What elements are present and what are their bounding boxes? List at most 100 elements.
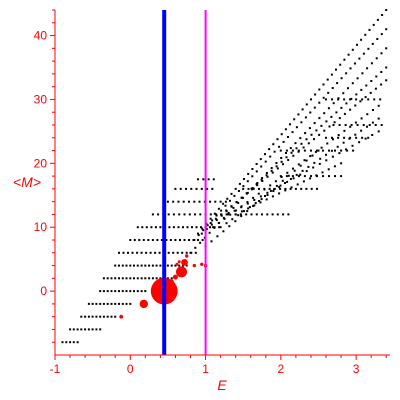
data-point — [313, 138, 315, 141]
data-point — [319, 157, 322, 160]
data-point — [268, 148, 271, 151]
data-point — [140, 277, 143, 280]
data-point — [188, 213, 191, 216]
data-point — [223, 217, 226, 220]
data-point — [322, 149, 324, 152]
data-point — [206, 187, 209, 190]
data-point — [129, 277, 132, 280]
data-point — [266, 175, 269, 178]
data-point — [150, 226, 153, 229]
data-point — [219, 200, 222, 203]
data-point — [305, 170, 308, 173]
data-point — [218, 226, 221, 229]
data-point — [286, 171, 289, 174]
data-point — [311, 154, 314, 157]
data-point — [110, 302, 113, 305]
x-axis-label: E — [217, 377, 227, 393]
data-point — [282, 140, 285, 143]
data-point — [320, 146, 323, 149]
data-point — [354, 62, 356, 65]
data-point — [240, 196, 243, 199]
data-point — [142, 239, 145, 241]
data-point — [380, 83, 383, 86]
data-point — [252, 205, 255, 207]
data-point — [185, 264, 188, 267]
data-point — [182, 264, 184, 267]
data-point — [110, 277, 113, 280]
data-point — [268, 187, 271, 190]
data-point — [385, 9, 388, 11]
data-point — [330, 73, 333, 76]
data-point — [343, 98, 346, 101]
x-tick-label: 2 — [277, 362, 284, 376]
data-point — [179, 239, 181, 241]
data-point — [289, 187, 292, 190]
data-point — [197, 239, 199, 241]
data-point — [258, 187, 260, 190]
data-point — [273, 150, 276, 153]
data-point — [361, 72, 364, 75]
data-point — [172, 200, 175, 203]
data-point — [151, 264, 154, 267]
data-point — [193, 200, 196, 203]
data-point — [102, 302, 105, 305]
data-point — [380, 124, 383, 126]
data-point — [179, 187, 182, 190]
data-point — [125, 264, 128, 267]
data-point — [316, 149, 318, 152]
x-tick-label: -1 — [50, 362, 61, 376]
data-point — [331, 155, 334, 158]
data-point — [91, 315, 94, 318]
data-point — [322, 83, 325, 86]
data-point — [315, 174, 318, 177]
data-point — [99, 315, 102, 318]
data-point — [118, 251, 120, 254]
data-point — [167, 251, 170, 254]
data-point — [125, 302, 128, 305]
data-point — [364, 33, 367, 36]
data-point — [272, 190, 275, 192]
data-point — [169, 239, 172, 241]
data-point — [197, 234, 200, 237]
data-point — [246, 180, 249, 183]
data-point — [209, 222, 212, 224]
data-point — [225, 222, 228, 225]
data-point — [332, 138, 334, 141]
data-point — [291, 175, 294, 178]
data-point — [170, 264, 173, 267]
data-point — [87, 302, 90, 305]
data-point — [200, 226, 202, 229]
data-point — [356, 43, 358, 46]
y-tick-label: 10 — [34, 220, 48, 234]
highlight-point — [177, 260, 181, 264]
data-point — [304, 116, 307, 119]
data-point — [243, 178, 245, 180]
data-point — [207, 178, 210, 181]
data-point — [220, 213, 222, 216]
data-point — [305, 138, 308, 141]
data-point — [228, 225, 231, 228]
data-point — [287, 159, 290, 161]
data-point — [225, 213, 228, 216]
data-point — [257, 192, 260, 195]
data-point — [140, 264, 143, 267]
data-point — [245, 213, 248, 216]
data-point — [136, 251, 139, 254]
data-point — [172, 251, 175, 254]
data-point — [328, 125, 331, 128]
data-point — [251, 188, 253, 191]
data-point — [302, 180, 305, 183]
x-tick-label: 0 — [127, 362, 134, 376]
data-point — [286, 180, 289, 183]
data-point — [342, 141, 345, 144]
data-point — [361, 136, 364, 139]
highlight-point — [192, 263, 196, 268]
data-point — [299, 173, 302, 176]
data-point — [318, 133, 321, 136]
data-point — [310, 149, 312, 152]
data-point — [322, 175, 324, 178]
data-point — [299, 137, 302, 140]
data-point — [174, 239, 177, 241]
data-point — [325, 120, 328, 123]
data-point — [343, 136, 346, 139]
